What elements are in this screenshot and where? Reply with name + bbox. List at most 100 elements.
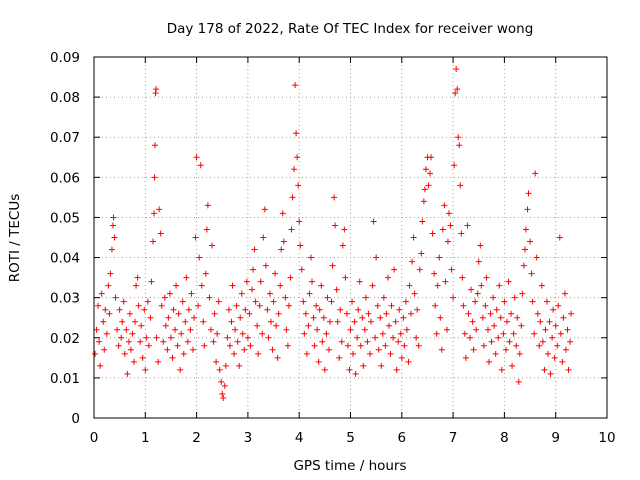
data-point xyxy=(342,274,349,281)
data-point xyxy=(231,350,238,357)
data-point xyxy=(277,282,284,289)
data-point xyxy=(310,314,317,321)
data-point xyxy=(114,326,121,333)
data-point xyxy=(172,326,179,333)
data-point xyxy=(518,322,525,329)
data-point xyxy=(356,278,363,285)
data-point xyxy=(565,366,572,373)
data-point xyxy=(410,234,417,241)
data-point xyxy=(528,270,535,277)
data-point xyxy=(514,314,521,321)
data-point xyxy=(456,142,463,149)
data-point xyxy=(192,234,199,241)
data-point xyxy=(396,306,403,313)
data-point xyxy=(561,290,568,297)
data-point xyxy=(132,318,139,325)
data-point xyxy=(162,322,169,329)
data-point xyxy=(204,202,211,209)
data-point xyxy=(377,314,384,321)
data-point xyxy=(164,346,171,353)
data-point xyxy=(560,314,567,321)
data-point xyxy=(284,342,291,349)
data-point xyxy=(273,322,280,329)
y-tick-label: 0.04 xyxy=(50,251,80,267)
data-point xyxy=(492,350,499,357)
data-point xyxy=(292,82,299,89)
data-point xyxy=(542,326,549,333)
data-point xyxy=(323,330,330,337)
data-point xyxy=(294,154,301,161)
data-point xyxy=(498,366,505,373)
data-point xyxy=(167,334,174,341)
data-point xyxy=(226,342,233,349)
data-point xyxy=(285,302,292,309)
data-point xyxy=(237,314,244,321)
data-point xyxy=(311,342,318,349)
data-point xyxy=(215,298,222,305)
data-point xyxy=(92,350,99,357)
data-point xyxy=(218,378,225,385)
data-point xyxy=(195,302,202,309)
data-point xyxy=(436,254,443,261)
data-point xyxy=(229,282,236,289)
data-point xyxy=(288,226,295,233)
data-point xyxy=(147,314,154,321)
data-point xyxy=(203,226,210,233)
y-tick-label: 0.01 xyxy=(50,371,80,387)
data-point xyxy=(460,302,467,309)
data-point xyxy=(408,310,415,317)
data-point xyxy=(427,170,434,177)
data-point xyxy=(266,290,273,297)
data-point xyxy=(458,230,465,237)
data-point xyxy=(213,358,220,365)
data-point xyxy=(568,310,575,317)
data-point xyxy=(321,366,328,373)
data-point xyxy=(564,326,571,333)
data-point xyxy=(135,302,142,309)
data-point xyxy=(349,298,356,305)
data-point xyxy=(387,350,394,357)
data-point xyxy=(422,166,429,173)
data-point xyxy=(156,206,163,213)
x-tick-label: 10 xyxy=(598,430,615,446)
data-point xyxy=(239,330,246,337)
data-point xyxy=(332,222,339,229)
data-point xyxy=(469,318,476,325)
data-point xyxy=(361,326,368,333)
data-point xyxy=(219,390,226,397)
data-point xyxy=(144,298,151,305)
data-point xyxy=(443,326,450,333)
x-tick-labels: 0 1 2 3 4 5 6 7 8 9 10 xyxy=(90,430,616,446)
data-point xyxy=(131,358,138,365)
data-point xyxy=(100,318,107,325)
data-point xyxy=(388,302,395,309)
data-point xyxy=(383,310,390,317)
data-point xyxy=(433,330,440,337)
data-point xyxy=(339,242,346,249)
data-point xyxy=(341,226,348,233)
data-point xyxy=(247,342,254,349)
data-point xyxy=(477,242,484,249)
data-point xyxy=(472,298,479,305)
data-point xyxy=(270,298,277,305)
data-point xyxy=(188,290,195,297)
data-point xyxy=(520,262,527,269)
data-point xyxy=(415,342,422,349)
data-point xyxy=(344,342,351,349)
data-point xyxy=(354,334,361,341)
data-point xyxy=(500,330,507,337)
data-point xyxy=(151,210,158,217)
data-point xyxy=(482,302,489,309)
y-tick-labels: 0 0.01 0.02 0.03 0.04 0.05 0.06 0.07 0.08 0.09 xyxy=(50,50,80,427)
x-tick-label: 7 xyxy=(449,430,458,446)
data-point xyxy=(567,338,574,345)
data-point xyxy=(419,218,426,225)
data-point xyxy=(274,354,281,361)
data-point xyxy=(516,350,523,357)
data-point xyxy=(445,210,452,217)
data-point xyxy=(260,234,267,241)
x-tick-label: 1 xyxy=(141,430,150,446)
data-point xyxy=(554,342,561,349)
data-point xyxy=(139,354,146,361)
data-point xyxy=(372,334,379,341)
